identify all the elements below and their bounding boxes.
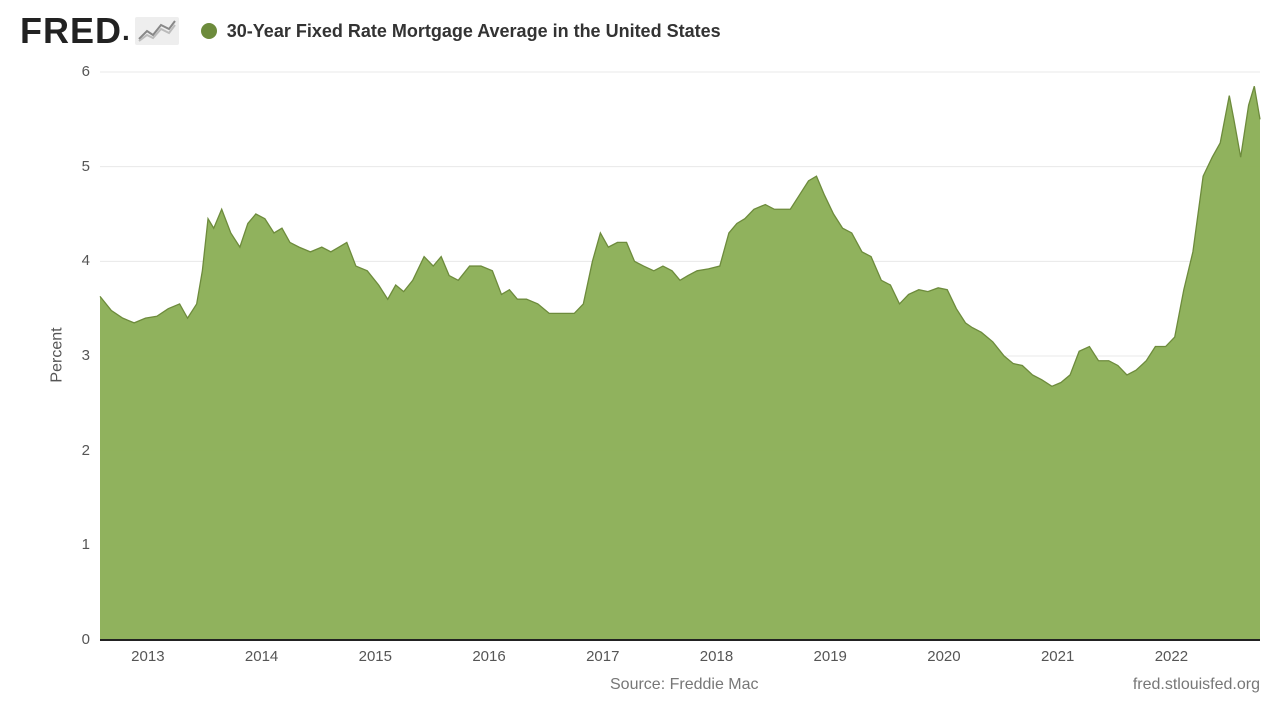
y-tick-label: 3 — [82, 347, 90, 364]
y-tick-label: 4 — [82, 252, 90, 269]
x-tick-label: 2022 — [1155, 648, 1188, 665]
x-tick-label: 2015 — [359, 648, 392, 665]
y-tick-label: 2 — [82, 442, 90, 459]
x-tick-label: 2014 — [245, 648, 278, 665]
y-axis-title: Percent — [49, 327, 67, 382]
y-tick-label: 0 — [82, 631, 90, 648]
chart-plot — [0, 0, 1280, 720]
y-tick-label: 6 — [82, 63, 90, 80]
chart-container: { "header": { "logo_text": "FRED", "logo… — [0, 0, 1280, 720]
x-tick-label: 2018 — [700, 648, 733, 665]
y-tick-label: 5 — [82, 158, 90, 175]
x-tick-label: 2017 — [586, 648, 619, 665]
x-tick-label: 2013 — [131, 648, 164, 665]
x-tick-label: 2020 — [927, 648, 960, 665]
x-tick-label: 2016 — [472, 648, 505, 665]
attribution-label: fred.stlouisfed.org — [1133, 676, 1260, 694]
source-label: Source: Freddie Mac — [610, 676, 759, 694]
y-tick-label: 1 — [82, 536, 90, 553]
x-tick-label: 2019 — [814, 648, 847, 665]
x-tick-label: 2021 — [1041, 648, 1074, 665]
